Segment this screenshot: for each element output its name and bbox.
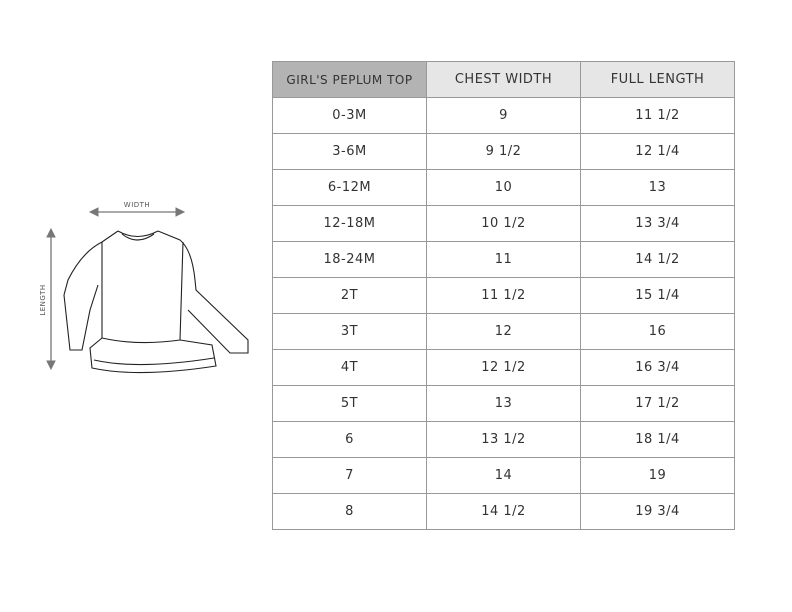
cell-full-length: 15 1/4 [580, 277, 735, 314]
header-product: GIRL'S PEPLUM TOP [272, 61, 427, 98]
table-row: 8 14 1/2 19 3/4 [272, 493, 735, 530]
cell-size: 4T [272, 349, 427, 386]
cell-full-length: 11 1/2 [580, 97, 735, 134]
cell-size: 3T [272, 313, 427, 350]
table-row: 7 14 19 [272, 457, 735, 494]
cell-size: 18-24M [272, 241, 427, 278]
length-label: LENGTH [39, 284, 47, 315]
cell-full-length: 13 [580, 169, 735, 206]
cell-full-length: 19 [580, 457, 735, 494]
cell-chest-width: 12 1/2 [426, 349, 581, 386]
cell-chest-width: 9 [426, 97, 581, 134]
cell-size: 2T [272, 277, 427, 314]
length-arrow [46, 227, 56, 371]
cell-size: 12-18M [272, 205, 427, 242]
table-row: 3-6M 9 1/2 12 1/4 [272, 133, 735, 170]
table-row: 3T 12 16 [272, 313, 735, 350]
garment-outline [63, 230, 249, 374]
table-row: 5T 13 17 1/2 [272, 385, 735, 422]
table-row: 0-3M 9 11 1/2 [272, 97, 735, 134]
peplum-top-sketch: WIDTH LENGTH [39, 201, 249, 374]
cell-chest-width: 13 [426, 385, 581, 422]
cell-chest-width: 14 1/2 [426, 493, 581, 530]
cell-full-length: 18 1/4 [580, 421, 735, 458]
cell-chest-width: 9 1/2 [426, 133, 581, 170]
cell-full-length: 14 1/2 [580, 241, 735, 278]
cell-size: 8 [272, 493, 427, 530]
cell-size: 0-3M [272, 97, 427, 134]
table-row: 6 13 1/2 18 1/4 [272, 421, 735, 458]
size-chart-table: GIRL'S PEPLUM TOP CHEST WIDTH FULL LENGT… [272, 61, 735, 530]
table-row: 18-24M 11 14 1/2 [272, 241, 735, 278]
cell-full-length: 16 [580, 313, 735, 350]
cell-chest-width: 12 [426, 313, 581, 350]
cell-size: 5T [272, 385, 427, 422]
cell-full-length: 17 1/2 [580, 385, 735, 422]
table-row: 4T 12 1/2 16 3/4 [272, 349, 735, 386]
width-label: WIDTH [124, 201, 150, 209]
table-header-row: GIRL'S PEPLUM TOP CHEST WIDTH FULL LENGT… [272, 61, 735, 98]
cell-chest-width: 14 [426, 457, 581, 494]
cell-chest-width: 10 1/2 [426, 205, 581, 242]
cell-size: 7 [272, 457, 427, 494]
cell-chest-width: 11 [426, 241, 581, 278]
cell-size: 6 [272, 421, 427, 458]
cell-full-length: 19 3/4 [580, 493, 735, 530]
width-arrow [88, 207, 186, 217]
cell-chest-width: 10 [426, 169, 581, 206]
cell-full-length: 12 1/4 [580, 133, 735, 170]
header-chest-width: CHEST WIDTH [426, 61, 581, 98]
header-full-length: FULL LENGTH [580, 61, 735, 98]
table-row: 12-18M 10 1/2 13 3/4 [272, 205, 735, 242]
cell-chest-width: 11 1/2 [426, 277, 581, 314]
cell-full-length: 16 3/4 [580, 349, 735, 386]
cell-full-length: 13 3/4 [580, 205, 735, 242]
table-row: 2T 11 1/2 15 1/4 [272, 277, 735, 314]
cell-chest-width: 13 1/2 [426, 421, 581, 458]
cell-size: 3-6M [272, 133, 427, 170]
table-row: 6-12M 10 13 [272, 169, 735, 206]
cell-size: 6-12M [272, 169, 427, 206]
